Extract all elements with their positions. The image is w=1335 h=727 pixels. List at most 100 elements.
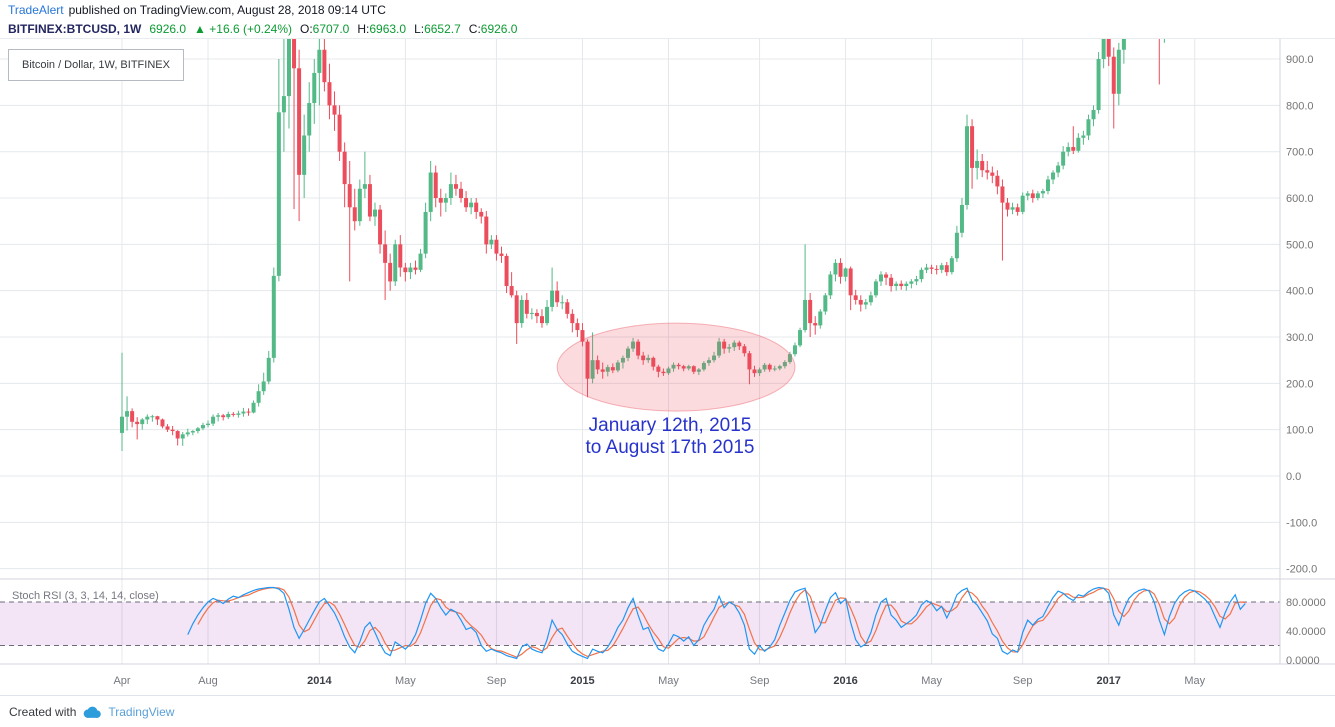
candle-body — [1116, 49, 1121, 94]
highlight-ellipse[interactable] — [556, 322, 796, 412]
candle-body — [838, 262, 843, 277]
footer-bar: Created with TradingView — [0, 695, 1335, 727]
candle-body — [980, 160, 985, 171]
price-tick-label: 500.0 — [1286, 239, 1314, 251]
open-value: 6707.0 — [312, 22, 350, 36]
high-quote: H: 6963.0 — [357, 22, 406, 36]
candle-body — [782, 362, 787, 367]
candle-body — [590, 360, 595, 379]
candle-body — [944, 265, 949, 273]
open-quote: O: 6707.0 — [300, 22, 349, 36]
candle-body — [433, 172, 438, 199]
publisher-link[interactable]: TradeAlert — [8, 3, 64, 17]
candle-body — [742, 346, 747, 354]
candle-body — [509, 286, 514, 296]
candle-body — [226, 413, 231, 418]
chart-area[interactable]: 900.0 800.0 700.0 600.0 500.0 400.0 300.0 200.0… — [0, 38, 1335, 695]
candle-body — [317, 49, 322, 73]
date-range-annotation[interactable]: January 12th, 2015 to August 17th 2015 — [538, 415, 802, 459]
candle-body — [924, 267, 929, 270]
candle-body — [1076, 137, 1081, 151]
candle-body — [489, 239, 494, 245]
candle-body — [393, 244, 398, 282]
candle-body — [1061, 151, 1066, 166]
candle-body — [135, 421, 140, 425]
candle-body — [858, 299, 863, 305]
close-label: C: — [468, 22, 481, 36]
candle-body — [170, 429, 175, 432]
stoch-tick-label: 80.0000 — [1286, 597, 1326, 609]
candle-body — [959, 204, 964, 233]
candle-body — [519, 299, 524, 324]
candle-body — [276, 112, 281, 276]
candle-body — [792, 345, 797, 355]
time-tick-label: Sep — [750, 675, 770, 687]
candle-body — [388, 262, 393, 282]
time-tick-label: 2016 — [833, 675, 857, 687]
candle-body — [539, 316, 544, 324]
candle-body — [808, 299, 813, 324]
candle-body — [691, 366, 696, 372]
candle-body — [211, 416, 216, 424]
candle-body — [1045, 179, 1050, 192]
price-tick-label: 400.0 — [1286, 286, 1314, 298]
time-tick-label: May — [1184, 675, 1205, 687]
price-chart-svg[interactable]: 900.0 800.0 700.0 600.0 500.0 400.0 300.0 200.0… — [0, 39, 1335, 696]
low-label: L: — [414, 22, 425, 36]
price-tick-label: 0.0 — [1286, 471, 1301, 483]
candle-body — [914, 279, 919, 282]
candle-body — [879, 274, 883, 282]
candle-body — [701, 362, 706, 370]
candle-body — [367, 184, 372, 217]
time-tick-label: May — [658, 675, 679, 687]
time-tick-label: 2015 — [570, 675, 594, 687]
price-tick-label: -100.0 — [1286, 517, 1317, 529]
candle-body — [195, 428, 200, 432]
candle-body — [200, 425, 205, 429]
candle-body — [615, 362, 620, 371]
candle-body — [459, 188, 464, 199]
time-tick-label: 2017 — [1096, 675, 1120, 687]
candle-body — [443, 198, 448, 203]
open-label: O: — [299, 22, 313, 36]
candle-body — [853, 295, 858, 300]
candle-body — [595, 360, 600, 370]
candle-body — [337, 114, 342, 152]
price-tick-label: 800.0 — [1286, 100, 1314, 112]
price-tick-label: -200.0 — [1286, 564, 1317, 576]
time-axis[interactable]: Apr Aug 2014 May Sep 2015 May Sep 2016 May Sep 2017… — [113, 675, 1205, 687]
candle-body — [206, 423, 211, 426]
candle-body — [985, 170, 990, 173]
chart-legend[interactable]: Bitcoin / Dollar, 1W, BITFINEX — [8, 49, 184, 81]
candle-body — [1000, 186, 1005, 203]
grid-lines — [0, 39, 1280, 664]
candle-body — [934, 268, 939, 270]
candle-body — [565, 302, 570, 314]
candle-body — [494, 239, 499, 254]
price-tick-label: 300.0 — [1286, 332, 1314, 344]
close-quote: C: 6926.0 — [469, 22, 518, 36]
price-tick-label: 900.0 — [1286, 54, 1314, 66]
candle-body — [752, 369, 757, 374]
candle-body — [145, 416, 150, 420]
stoch-rsi-label: Stoch RSI (3, 3, 14, 14, close) — [12, 590, 159, 602]
candle-body — [484, 216, 489, 245]
candle-body — [737, 342, 742, 347]
candle-body — [438, 198, 443, 203]
candle-body — [651, 357, 656, 367]
candle-body — [555, 290, 560, 303]
tradingview-link[interactable]: TradingView — [108, 704, 175, 719]
candle-body — [904, 283, 909, 287]
price-scale[interactable]: 900.0 800.0 700.0 600.0 500.0 400.0 300.0 200.0… — [1286, 54, 1317, 576]
stoch-scale[interactable]: 80.0000 40.0000 0.0000 — [1286, 597, 1326, 667]
candle-body — [686, 366, 691, 369]
symbol-info-bar: BITFINEX:BTCUSD, 1W 6926.0 ▲ +16.6 (+0.2… — [0, 20, 1335, 38]
low-quote: L: 6652.7 — [414, 22, 461, 36]
candle-body — [747, 353, 752, 370]
candle-body — [676, 364, 681, 367]
candle-body — [712, 355, 717, 361]
candle-body — [1086, 119, 1091, 136]
candle-body — [656, 366, 661, 372]
candle-body — [251, 402, 256, 413]
